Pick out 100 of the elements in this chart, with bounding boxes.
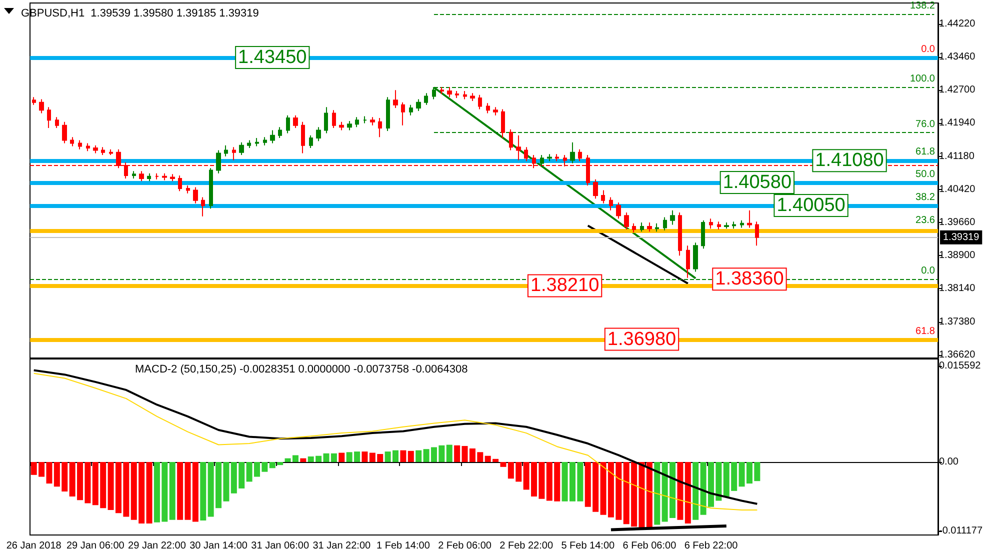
candlestick xyxy=(93,144,98,154)
bar xyxy=(684,462,691,524)
candlestick xyxy=(693,242,698,272)
candlestick xyxy=(47,106,51,129)
bar xyxy=(338,452,345,462)
candlestick xyxy=(555,154,559,162)
bar xyxy=(646,462,652,528)
candlestick xyxy=(101,146,105,156)
candlestick xyxy=(278,126,282,139)
y-tick-label: 1.38900 xyxy=(939,250,976,262)
x-tick-label: 5 Feb 14:00 xyxy=(561,540,616,552)
candlestick xyxy=(717,221,721,230)
candlestick xyxy=(178,174,182,192)
candlestick xyxy=(516,134,521,161)
x-tick-label: 29 Jan 06:00 xyxy=(66,540,125,552)
candlestick xyxy=(170,174,175,182)
ref-line-label: 1.41080 xyxy=(815,150,884,172)
candlestick xyxy=(686,245,690,278)
candlestick xyxy=(409,104,413,116)
candlestick xyxy=(324,106,328,134)
annotation: 0.0 xyxy=(921,44,936,55)
candlestick xyxy=(540,154,544,167)
candlestick xyxy=(270,130,275,144)
candlestick xyxy=(447,86,452,98)
candlestick xyxy=(732,221,736,230)
x-tick-label: 30 Jan 14:00 xyxy=(190,540,248,552)
annotation: 61.8 xyxy=(916,326,936,337)
y-tick-label: 1.41940 xyxy=(939,118,976,129)
bar xyxy=(400,450,406,462)
x-tick-label: 6 Feb 22:00 xyxy=(684,540,738,552)
x-tick-label: 31 Jan 06:00 xyxy=(251,540,310,552)
bar xyxy=(416,450,422,462)
candlestick xyxy=(593,178,598,200)
bar xyxy=(192,462,198,522)
candlestick xyxy=(570,142,575,164)
candlestick xyxy=(216,150,221,174)
x-tick-label: 29 Jan 22:00 xyxy=(128,540,186,552)
candlestick xyxy=(470,92,475,102)
chart-title: MACD-2 (50,150,25) -0.0028351 0.0000000 -0.0073758 -0.0064308 xyxy=(135,364,468,376)
ref-line-label: 1.40580 xyxy=(722,172,792,193)
candlestick xyxy=(78,140,82,150)
y-tick-label: 1.38140 xyxy=(939,283,976,294)
candlestick xyxy=(501,108,505,139)
candlestick xyxy=(678,212,682,256)
candlestick xyxy=(309,134,313,149)
candlestick xyxy=(724,222,729,230)
y-tick-label: 0.015592 xyxy=(939,360,982,372)
ref-line-label: 1.40050 xyxy=(776,195,846,216)
candlestick xyxy=(347,120,352,131)
y-tick-label: 1.43460 xyxy=(939,52,976,63)
bar xyxy=(146,462,152,524)
candlestick xyxy=(755,221,759,246)
annotation: 50.0 xyxy=(916,168,936,180)
candlestick xyxy=(663,216,667,231)
bar xyxy=(408,450,414,462)
candlestick xyxy=(70,136,74,147)
y-tick-label: 1.42700 xyxy=(939,84,976,96)
candlestick xyxy=(609,196,613,211)
candlestick xyxy=(247,140,251,149)
candlestick xyxy=(255,138,259,147)
candlestick xyxy=(109,148,113,156)
candlestick xyxy=(39,98,44,114)
candlestick xyxy=(363,116,367,124)
candlestick xyxy=(186,185,190,194)
candlestick xyxy=(616,202,621,220)
candlestick xyxy=(139,170,144,182)
bar xyxy=(454,445,460,462)
y-tick-label: 1.44220 xyxy=(939,18,976,30)
candlestick xyxy=(416,98,421,112)
ref-line-label: 1.43450 xyxy=(238,46,307,68)
candlestick xyxy=(440,86,444,95)
x-tick-label: 2 Feb 22:00 xyxy=(500,540,554,552)
y-tick-label: 1.41180 xyxy=(939,150,975,162)
candlestick xyxy=(493,106,498,116)
bar xyxy=(169,462,176,520)
candlestick xyxy=(62,121,67,144)
candlestick xyxy=(193,186,198,204)
y-tick-label: 1.39660 xyxy=(939,217,976,228)
candlestick xyxy=(132,170,136,180)
x-tick-label: 1 Feb 14:00 xyxy=(376,540,430,552)
candlestick xyxy=(509,128,513,151)
ref-line-label: 1.36980 xyxy=(607,328,676,350)
bar xyxy=(200,462,206,520)
candlestick xyxy=(632,222,636,234)
candlestick xyxy=(393,90,398,108)
annotation: 61.8 xyxy=(916,146,936,158)
candlestick xyxy=(201,196,205,217)
candlestick xyxy=(378,117,382,138)
candlestick xyxy=(55,116,59,129)
y-tick-label: 1.37380 xyxy=(939,316,976,328)
y-tick-label: -0.011177 xyxy=(939,525,983,536)
candlestick xyxy=(401,102,405,126)
candlestick xyxy=(670,210,675,226)
annotation: 76.0 xyxy=(916,118,936,130)
candlestick xyxy=(32,96,36,106)
candlestick xyxy=(316,126,321,142)
x-tick-label: 6 Feb 06:00 xyxy=(622,540,677,552)
candlestick xyxy=(355,116,359,128)
candlestick xyxy=(147,172,151,182)
x-tick-label: 31 Jan 22:00 xyxy=(312,540,371,552)
